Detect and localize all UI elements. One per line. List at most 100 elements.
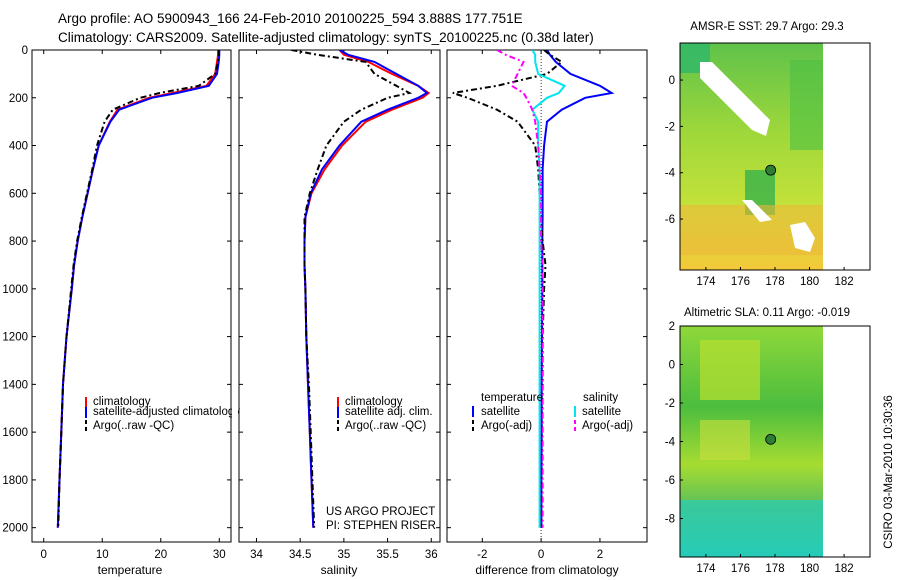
sst-map-title: AMSR-E SST: 29.7 Argo: 29.3 (690, 21, 843, 33)
y-tick-label: 800 (9, 236, 28, 248)
y-tick-label: 1400 (2, 379, 28, 391)
sla-map-title: Altimetric SLA: 0.11 Argo: -0.019 (684, 307, 850, 319)
map-x-tick-label: 174 (696, 563, 716, 575)
sst-map-panel: AMSR-E SST: 29.7 Argo: 29.3 174 176 178 180… (665, 21, 871, 288)
sst-y-ticks: 0 -2 -4 -6 (665, 75, 683, 226)
temperature-axes-frame (31, 49, 232, 543)
map-x-tick-label: 180 (800, 563, 819, 575)
x-tick-label: 2 (597, 549, 603, 561)
x-tick-label: 30 (213, 549, 226, 561)
map-x-tick-label: 178 (765, 563, 784, 575)
sst-missing-data (700, 62, 770, 136)
temperature-xlabel: temperature (98, 563, 163, 577)
project-name: US ARGO PROJECT (326, 506, 435, 518)
legend-label: climatology (345, 396, 403, 408)
legend-label: satellite (582, 406, 621, 418)
salinity-legend: climatology satellite adj. clim. Argo(..… (337, 396, 433, 432)
x-tick-label: 34.5 (289, 549, 311, 561)
sla-argo-position-marker (765, 433, 777, 445)
x-tick-label: 36 (425, 549, 438, 561)
gap-mask (232, 390, 238, 434)
map-y-tick-label: -8 (665, 514, 675, 526)
x-tick-label: 34 (250, 549, 263, 561)
series-line-satellite-adjusted-climatology (56, 50, 221, 528)
x-tick-label: 20 (154, 549, 167, 561)
series-line-argo-raw-qc- (57, 50, 220, 528)
y-tick-label: 1800 (2, 475, 28, 487)
sst-argo-position-marker (765, 164, 777, 176)
difference-series (452, 50, 615, 528)
map-y-tick-label: 0 (669, 75, 675, 87)
map-y-tick-label: -4 (665, 168, 676, 180)
y-tick-label: 1600 (2, 427, 28, 439)
map-y-tick-label: -2 (665, 398, 675, 410)
difference-xlabel: difference from climatology (475, 563, 618, 577)
series-line-climatology (56, 50, 220, 528)
map-y-tick-label: -2 (665, 121, 675, 133)
series-line-climatology (303, 50, 431, 528)
map-x-tick-label: 178 (765, 276, 784, 288)
legend-label: climatology (93, 396, 151, 408)
sst-map-field (680, 43, 825, 270)
legend-label: satellite-adjusted climatology (93, 406, 240, 418)
map-x-tick-label: 180 (800, 276, 819, 288)
salinity-series (291, 50, 431, 528)
y-tick-label: 2000 (2, 523, 28, 535)
x-tick-label: -2 (477, 549, 487, 561)
series-line-temperature-satellite (540, 50, 615, 528)
figure-title-line2: Climatology: CARS2009. Satellite-adjuste… (58, 30, 594, 45)
map-y-tick-label: -4 (665, 437, 676, 449)
salinity-xlabel: salinity (321, 563, 358, 577)
figure-title-line1: Argo profile: AO 5900943_166 24-Feb-2010… (58, 11, 523, 26)
x-tick-label: 10 (96, 549, 109, 561)
sst-patch (790, 60, 823, 150)
sla-y-ticks: 2 0 -2 -4 -6 -8 (665, 321, 683, 526)
salinity-axes-frame (238, 49, 441, 543)
sla-low-band (680, 500, 823, 557)
series-line-argo-raw-qc- (291, 50, 413, 528)
sla-x-ticks: 174 176 178 180 182 (696, 554, 854, 575)
sla-outside-region (823, 326, 825, 557)
x-tick-label: 35 (337, 549, 350, 561)
difference-x-ticks: -2 0 2 (477, 50, 603, 561)
series-line-salinity-satellite (531, 50, 567, 528)
legend-label: Argo(-adj) (582, 420, 633, 432)
sla-patch (700, 340, 760, 400)
salinity-x-ticks: 34 34.5 35 35.5 36 (250, 50, 438, 561)
y-tick-label: 1000 (2, 284, 28, 296)
temperature-x-ticks: 0 10 20 30 (41, 50, 226, 561)
temperature-series (56, 50, 221, 528)
y-tick-label: 600 (9, 188, 28, 200)
legend-label: satellite adj. clim. (345, 406, 433, 418)
sla-map-panel: Altimetric SLA: 0.11 Argo: -0.019 174 176… (665, 307, 871, 575)
map-y-tick-label: 2 (669, 321, 675, 333)
legend-label: Argo(-adj) (481, 420, 532, 432)
series-line-temperature-argo-adj- (452, 50, 564, 528)
map-x-tick-label: 182 (834, 276, 853, 288)
legend-label: Argo(..raw -QC) (93, 420, 174, 432)
map-y-tick-label: 0 (669, 360, 675, 372)
csiro-credit: CSIRO 03-Mar-2010 10:30:36 (883, 395, 895, 548)
sla-patch (700, 420, 750, 460)
sst-x-ticks: 174 176 178 180 182 (696, 267, 854, 288)
map-x-tick-label: 182 (834, 563, 853, 575)
project-pi: PI: STEPHEN RISER (326, 520, 436, 532)
temperature-legend: climatology satellite-adjusted climatolo… (85, 396, 240, 432)
y-tick-label: 1200 (2, 332, 28, 344)
sla-map-field (680, 326, 825, 557)
difference-panel: -2 0 2 difference from climatology tempera… (446, 49, 648, 577)
sst-outside-region (823, 43, 825, 270)
map-x-tick-label: 176 (731, 563, 750, 575)
difference-legend: temperature salinity satellite Argo(-adj… (472, 392, 633, 432)
temperature-y-ticks: 0 200 400 600 800 1000 1200 1400 1600 1800 2000 (2, 45, 647, 535)
map-x-tick-label: 174 (696, 276, 716, 288)
legend-title-salinity: salinity (583, 392, 618, 404)
y-tick-label: 400 (9, 141, 28, 153)
legend-label: satellite (481, 406, 520, 418)
legend-title-temperature: temperature (481, 392, 543, 404)
y-tick-label: 0 (22, 45, 28, 57)
map-y-tick-label: -6 (665, 214, 675, 226)
x-tick-label: 0 (538, 549, 544, 561)
x-tick-label: 0 (41, 549, 47, 561)
